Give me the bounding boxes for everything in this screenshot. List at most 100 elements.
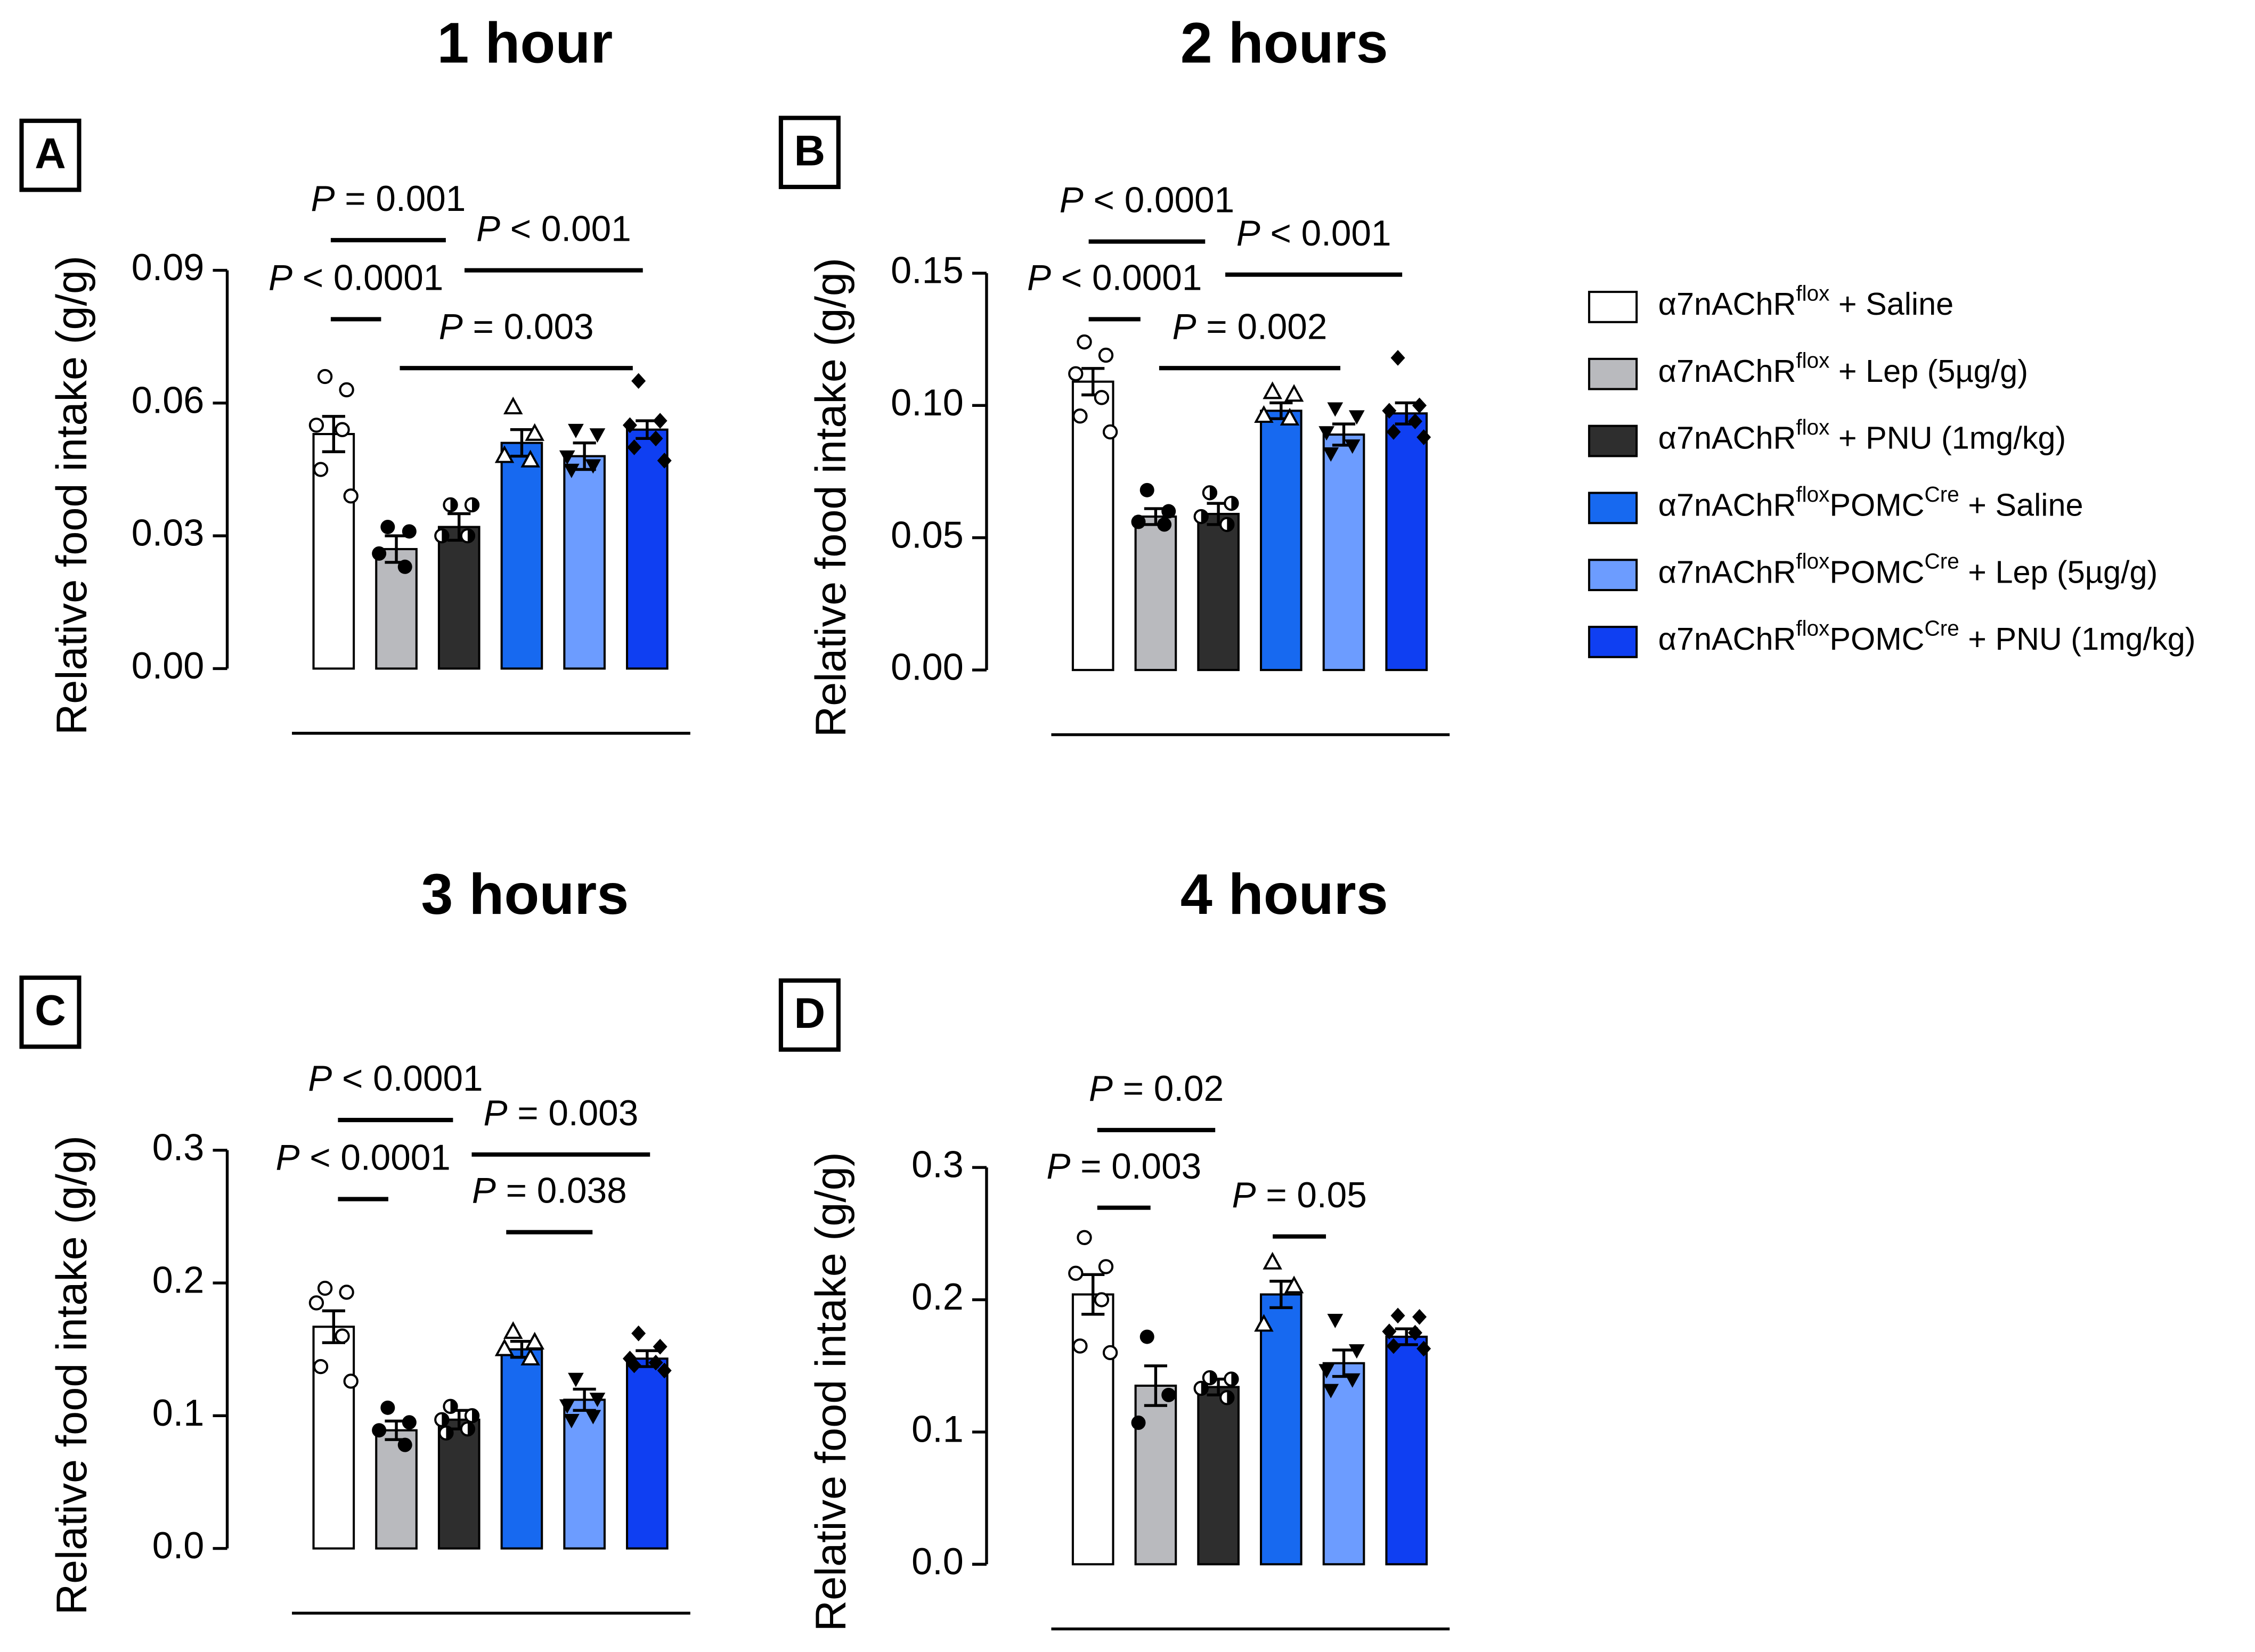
y-tick-label: 0.3	[911, 1143, 964, 1185]
legend-label-part: Cre	[1925, 549, 1959, 573]
data-point	[380, 520, 395, 535]
p-value-label: P = 0.02	[1089, 1069, 1224, 1109]
bar	[1134, 1384, 1177, 1566]
data-point	[402, 1415, 417, 1430]
data-point	[1139, 1329, 1154, 1344]
data-point	[343, 1373, 359, 1389]
panel-box	[778, 116, 841, 190]
data-point	[1072, 1338, 1088, 1354]
legend-label-part: flox	[1796, 415, 1829, 439]
data-point	[1131, 1416, 1146, 1430]
data-point	[464, 497, 480, 513]
legend-swatch	[1588, 626, 1638, 658]
bar	[1197, 512, 1240, 672]
data-point	[313, 1359, 329, 1375]
data-point	[313, 462, 329, 477]
y-tick-label: 0.00	[132, 644, 205, 686]
data-point	[1068, 366, 1084, 381]
error-bar	[1081, 1273, 1105, 1316]
data-point	[438, 1425, 454, 1441]
data-point	[559, 1399, 575, 1414]
point-part	[442, 1413, 449, 1426]
y-tick-label: 0.15	[891, 249, 964, 291]
data-point	[1382, 403, 1397, 419]
data-point	[460, 1421, 476, 1437]
data-point	[308, 1295, 324, 1311]
y-axis-label: Relative food intake (g/g)	[807, 258, 855, 737]
data-point	[335, 422, 350, 437]
legend-label: α7nAChRfloxPOMCCre + PNU (1mg/kg)	[1658, 616, 2196, 657]
p-value-label: P < 0.0001	[275, 1138, 450, 1177]
data-point	[494, 445, 515, 463]
bar	[500, 441, 543, 670]
data-point	[1094, 390, 1110, 405]
data-point	[585, 459, 601, 474]
legend-label-part: α7nAChR	[1658, 554, 1796, 590]
legend-label-part: α7nAChR	[1658, 487, 1796, 522]
chart-title: 2 hours	[1181, 11, 1388, 75]
data-point	[525, 423, 544, 441]
data-point	[525, 1331, 544, 1350]
point-part	[450, 498, 457, 512]
legend-label-part: α7nAChR	[1658, 420, 1796, 455]
legend-label-part: Cre	[1925, 482, 1959, 506]
y-tick-label: 0.00	[891, 646, 964, 688]
y-tick-label: 0.2	[911, 1275, 964, 1318]
chart-title: 1 hour	[437, 11, 613, 75]
bar	[1197, 1386, 1240, 1566]
data-point	[1386, 424, 1401, 440]
legend-label: α7nAChRflox + PNU (1mg/kg)	[1658, 415, 2066, 456]
panel-box	[19, 975, 82, 1049]
data-point	[1077, 1230, 1092, 1245]
panel-label: C	[35, 987, 66, 1035]
legend-label: α7nAChRflox + Lep (5µg/g)	[1658, 348, 2028, 389]
y-tick-label: 0.06	[132, 379, 205, 421]
data-point	[622, 417, 637, 434]
data-point	[1102, 1345, 1118, 1361]
bar	[1071, 380, 1114, 672]
bar	[626, 1357, 669, 1550]
data-point	[343, 488, 359, 504]
point-part	[1209, 486, 1217, 500]
legend-label-part: + PNU (1mg/kg)	[1959, 621, 2196, 657]
legend-label-part: α7nAChR	[1658, 621, 1796, 657]
data-point	[568, 1372, 584, 1387]
legend-label-part: POMC	[1829, 487, 1924, 522]
data-point	[464, 1408, 480, 1424]
legend-label-part: + Saline	[1959, 487, 2083, 522]
data-point	[1254, 405, 1274, 423]
data-point	[1254, 1314, 1274, 1332]
bar	[1322, 433, 1365, 672]
bar	[1134, 515, 1177, 672]
legend-swatch	[1588, 559, 1638, 592]
legend-label: α7nAChRfloxPOMCCre + Lep (5µg/g)	[1658, 549, 2158, 590]
p-value-label: P = 0.003	[439, 307, 594, 347]
data-point	[568, 423, 584, 438]
data-point	[1417, 1340, 1431, 1357]
data-point	[372, 1423, 387, 1438]
legend-label: α7nAChRfloxPOMCCre + Saline	[1658, 482, 2083, 523]
y-tick-label: 0.05	[891, 513, 964, 555]
bar	[312, 432, 355, 670]
y-tick-label: 0.3	[152, 1126, 205, 1168]
p-value-label: P = 0.038	[472, 1171, 627, 1211]
data-point	[1323, 447, 1339, 462]
point-part	[1231, 497, 1238, 510]
data-point	[520, 1347, 540, 1365]
data-point	[589, 1393, 606, 1408]
data-point	[1068, 1265, 1084, 1281]
data-point	[1284, 1275, 1304, 1294]
point-part	[1227, 518, 1234, 531]
bar	[1071, 1293, 1114, 1566]
data-point	[589, 428, 606, 443]
point-part	[442, 529, 449, 543]
panel-box	[19, 118, 82, 192]
p-value-label: P < 0.001	[476, 209, 631, 249]
data-point	[434, 1412, 450, 1427]
data-point	[434, 528, 450, 544]
data-point	[653, 1338, 667, 1355]
y-tick-label: 0.1	[152, 1392, 205, 1434]
data-point	[1390, 350, 1405, 366]
bar	[1259, 410, 1302, 672]
data-point	[648, 430, 663, 447]
